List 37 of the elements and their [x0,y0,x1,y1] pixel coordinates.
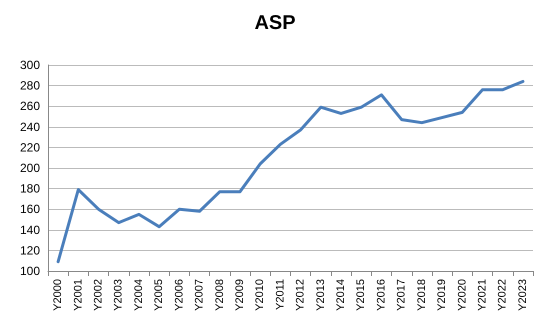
x-tick-label: Y2013 [314,279,327,311]
x-tick-label: Y2012 [294,279,307,311]
y-tick-label: 120 [20,243,40,258]
x-tick-label: Y2003 [112,279,125,311]
y-tick-label: 240 [20,120,40,134]
x-tick-label: Y2009 [234,279,246,311]
x-tick-label: Y2008 [214,279,226,311]
y-tick-label: 280 [20,78,40,93]
y-tick-label: 260 [20,99,40,114]
y-tick-label: 200 [20,161,40,175]
x-tick-label: Y2017 [396,279,408,311]
y-tick-label: 300 [20,58,40,72]
x-tick-label: Y2014 [335,279,348,311]
y-tick-label: 100 [20,264,40,278]
x-tick-label: Y2019 [436,279,448,311]
x-tick-label: Y2006 [173,279,186,311]
x-tick-label: Y2005 [153,279,166,311]
y-tick-label: 180 [20,182,40,196]
x-tick-label: Y2022 [496,279,509,311]
x-tick-label: Y2018 [416,279,428,311]
x-tick-label: Y2020 [456,279,468,311]
x-tick-label: Y2007 [194,279,206,311]
line-series [56,80,524,264]
x-tick-label: Y2023 [516,279,529,311]
x-tick-label: Y2011 [274,279,286,310]
x-tick-label: Y2021 [476,279,488,311]
x-tick-label: Y2000 [52,279,64,311]
x-tick-label: Y2016 [375,279,388,311]
x-tick-label: Y2004 [132,279,145,311]
x-tick-label: Y2015 [355,279,368,311]
y-tick-label: 140 [20,222,40,237]
x-tick-label: Y2010 [254,279,266,311]
x-tick-label: Y2002 [92,279,105,311]
y-tick-label: 160 [20,202,40,216]
x-tick-label: Y2001 [72,279,84,311]
y-tick-label: 220 [20,140,40,154]
chart-title: ASP [254,12,296,34]
